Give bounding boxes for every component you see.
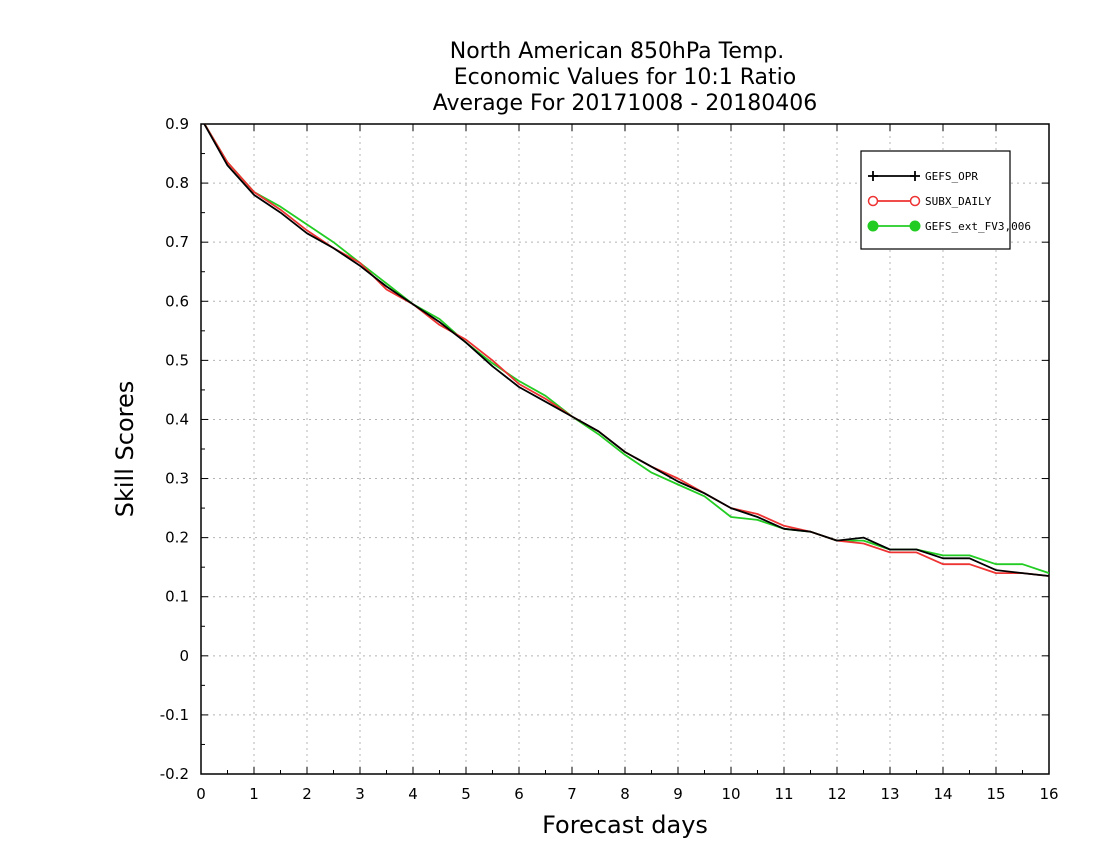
x-tick-label: 12 xyxy=(827,785,846,803)
x-tick-label: 6 xyxy=(514,785,524,803)
x-tick-label: 0 xyxy=(196,785,206,803)
y-tick-label: 0.5 xyxy=(165,351,189,369)
axis-ticks xyxy=(200,123,1050,775)
legend: GEFS_OPR SUBX_DAILY GEFS_ext_FV3,006 xyxy=(860,150,1031,250)
x-tick-label: 3 xyxy=(355,785,365,803)
y-tick-label: 0.8 xyxy=(165,174,189,192)
y-axis-title: Skill Scores xyxy=(111,381,139,518)
legend-marker-filled-circle xyxy=(867,220,879,232)
y-tick-label: 0.9 xyxy=(165,115,189,133)
x-tick-label: 14 xyxy=(933,785,952,803)
legend-label-gefs-ext-fv3-006: GEFS_ext_FV3,006 xyxy=(925,220,1031,233)
y-tick-label: 0.1 xyxy=(165,588,189,606)
legend-marker-open-circle xyxy=(867,195,879,207)
legend-box xyxy=(860,150,1011,250)
chart-title-line-2: Economic Values for 10:1 Ratio xyxy=(454,65,796,90)
legend-label-gefs-opr: GEFS_OPR xyxy=(925,170,978,183)
x-tick-label: 16 xyxy=(1039,785,1058,803)
y-tick-label: 0.6 xyxy=(165,292,189,310)
chart-title: North American 850hPa Temp. Economic Val… xyxy=(433,39,818,116)
y-tick-label: 0.4 xyxy=(165,410,189,428)
x-tick-label: 4 xyxy=(408,785,418,803)
x-tick-label: 1 xyxy=(249,785,259,803)
x-tick-label: 9 xyxy=(673,785,683,803)
gridlines xyxy=(201,124,1049,774)
x-tick-labels: 0 1 2 3 4 5 6 7 8 9 10 11 12 13 14 15 16 xyxy=(196,785,1058,803)
y-tick-label: 0.2 xyxy=(165,529,189,547)
y-tick-label: 0.7 xyxy=(165,233,189,251)
y-tick-label: 0.3 xyxy=(165,470,189,488)
chart-title-line-1: North American 850hPa Temp. xyxy=(450,39,785,64)
chart-title-line-3: Average For 20171008 - 20180406 xyxy=(433,91,818,116)
x-tick-label: 11 xyxy=(774,785,793,803)
legend-marker-filled-circle xyxy=(909,220,921,232)
legend-label-subx-daily: SUBX_DAILY xyxy=(925,195,992,208)
y-tick-labels: -0.2 -0.1 0 0.1 0.2 0.3 0.4 0.5 0.6 0.7 0.8 0.9 xyxy=(160,115,189,783)
y-tick-label: 0 xyxy=(179,647,189,665)
x-tick-label: 13 xyxy=(880,785,899,803)
x-tick-label: 15 xyxy=(986,785,1005,803)
x-tick-label: 7 xyxy=(567,785,577,803)
x-axis-title: Forecast days xyxy=(542,811,708,839)
series-lines xyxy=(203,124,1049,577)
x-tick-label: 2 xyxy=(302,785,312,803)
x-tick-label: 5 xyxy=(461,785,471,803)
legend-marker-open-circle xyxy=(909,195,921,207)
x-tick-label: 8 xyxy=(620,785,630,803)
y-tick-label: -0.2 xyxy=(160,765,189,783)
series-line-gefs-opr xyxy=(203,124,1049,577)
y-tick-label: -0.1 xyxy=(160,706,189,724)
x-tick-label: 10 xyxy=(721,785,740,803)
